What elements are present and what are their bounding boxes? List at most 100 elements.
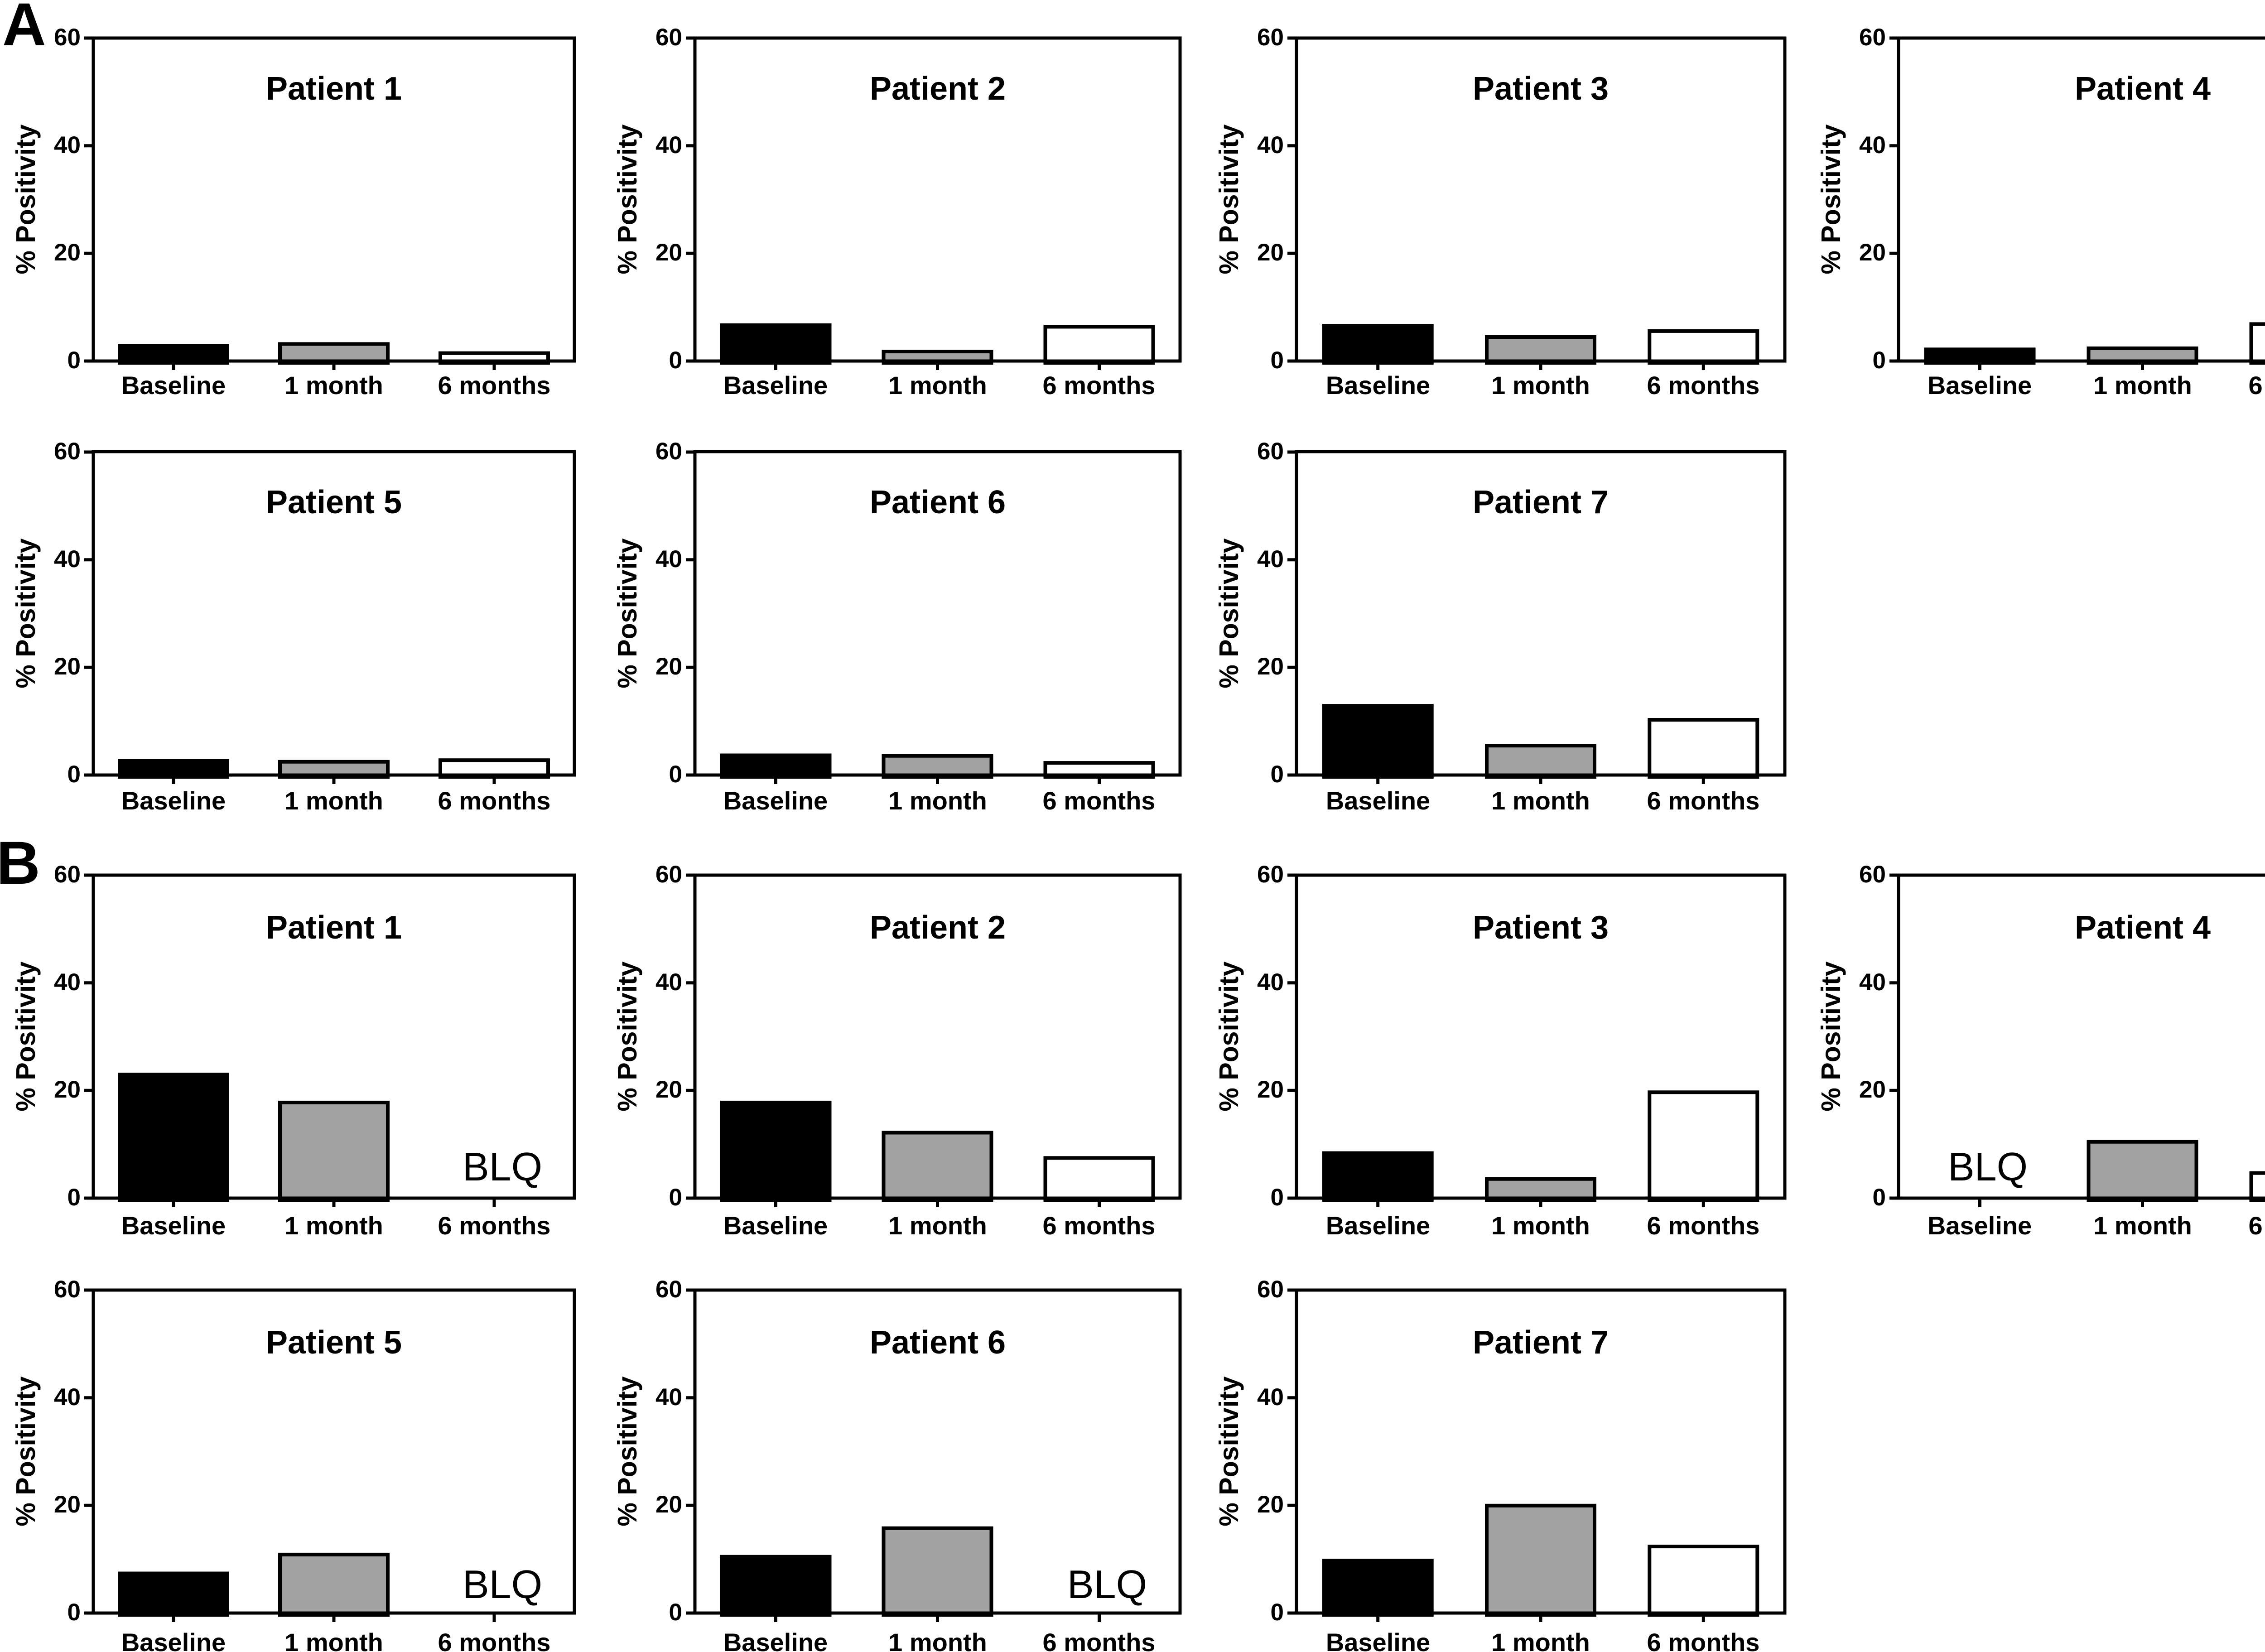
svg-text:20: 20 [54,239,81,266]
svg-text:% Positivity: % Positivity [612,124,642,274]
svg-text:% Positivity: % Positivity [1214,1376,1244,1526]
svg-text:Patient 1: Patient 1 [266,71,402,107]
svg-text:Baseline: Baseline [1928,1211,2032,1240]
svg-text:A: A [2,0,46,58]
svg-text:Patient 2: Patient 2 [870,910,1006,946]
svg-text:20: 20 [1257,653,1284,680]
svg-text:40: 40 [54,546,81,573]
svg-text:60: 60 [1257,1276,1284,1303]
svg-text:Patient 3: Patient 3 [1473,910,1609,946]
svg-text:60: 60 [655,861,682,888]
svg-text:Patient 1: Patient 1 [266,910,402,946]
svg-text:1 month: 1 month [888,371,987,400]
svg-text:0: 0 [1271,1599,1284,1626]
svg-text:40: 40 [1257,132,1284,159]
svg-text:60: 60 [54,861,81,888]
svg-text:1 month: 1 month [284,786,383,815]
svg-text:60: 60 [655,1276,682,1303]
svg-text:Baseline: Baseline [121,1628,226,1652]
svg-text:0: 0 [1271,347,1284,374]
svg-text:0: 0 [669,1599,682,1626]
svg-text:0: 0 [669,1184,682,1211]
svg-text:0: 0 [67,347,81,374]
svg-text:6 months: 6 months [2249,1211,2265,1240]
svg-text:Patient 4: Patient 4 [2075,71,2211,107]
svg-text:% Positivity: % Positivity [612,961,642,1111]
svg-text:40: 40 [1257,1384,1284,1411]
svg-text:% Positivity: % Positivity [1214,538,1244,688]
svg-text:20: 20 [1859,239,1886,266]
svg-text:0: 0 [669,347,682,374]
svg-text:20: 20 [1859,1076,1886,1103]
svg-text:6 months: 6 months [1647,1628,1760,1652]
svg-text:40: 40 [1859,969,1886,996]
svg-text:% Positivity: % Positivity [11,124,41,274]
svg-text:% Positivity: % Positivity [11,538,41,688]
svg-text:Patient 3: Patient 3 [1473,71,1609,107]
svg-text:Baseline: Baseline [723,371,828,400]
svg-text:Patient 2: Patient 2 [870,71,1006,107]
svg-text:60: 60 [1859,861,1886,888]
svg-text:Patient 5: Patient 5 [266,1324,402,1361]
svg-text:1 month: 1 month [1491,786,1590,815]
svg-text:Patient 4: Patient 4 [2075,910,2211,946]
svg-text:20: 20 [655,653,682,680]
svg-text:1 month: 1 month [888,786,987,815]
svg-text:40: 40 [1257,546,1284,573]
svg-text:20: 20 [54,653,81,680]
svg-text:0: 0 [1271,761,1284,788]
svg-text:Baseline: Baseline [723,786,828,815]
svg-text:60: 60 [655,24,682,51]
svg-text:20: 20 [54,1491,81,1518]
svg-text:6 months: 6 months [1647,1211,1760,1240]
svg-text:6 months: 6 months [1043,1211,1156,1240]
svg-text:60: 60 [1257,24,1284,51]
svg-text:6 months: 6 months [438,786,551,815]
svg-text:20: 20 [1257,239,1284,266]
svg-text:% Positivity: % Positivity [612,1376,642,1526]
svg-text:0: 0 [1873,1184,1886,1211]
svg-text:6 months: 6 months [438,1628,551,1652]
svg-text:40: 40 [655,132,682,159]
svg-text:Baseline: Baseline [121,786,226,815]
svg-text:6 months: 6 months [438,1211,551,1240]
svg-text:60: 60 [655,438,682,465]
svg-text:0: 0 [67,761,81,788]
svg-text:% Positivity: % Positivity [1214,961,1244,1111]
svg-text:Patient 7: Patient 7 [1473,484,1609,520]
svg-text:6 months: 6 months [1647,786,1760,815]
svg-text:BLQ: BLQ [1067,1562,1147,1607]
svg-text:0: 0 [669,761,682,788]
svg-text:Patient 7: Patient 7 [1473,1324,1609,1361]
svg-text:20: 20 [1257,1491,1284,1518]
svg-text:0: 0 [1271,1184,1284,1211]
svg-text:Baseline: Baseline [1326,1211,1430,1240]
svg-text:1 month: 1 month [284,1628,383,1652]
svg-text:B: B [0,829,40,897]
svg-text:40: 40 [54,132,81,159]
svg-text:40: 40 [54,1384,81,1411]
svg-text:Baseline: Baseline [723,1628,828,1652]
svg-text:20: 20 [655,1491,682,1518]
svg-text:6 months: 6 months [1043,786,1156,815]
svg-text:60: 60 [1859,24,1886,51]
svg-text:40: 40 [54,969,81,996]
svg-text:Patient 5: Patient 5 [266,484,402,520]
svg-text:% Positivity: % Positivity [1214,124,1244,274]
svg-text:1 month: 1 month [888,1211,987,1240]
svg-text:40: 40 [1859,132,1886,159]
svg-text:% Positivity: % Positivity [11,961,41,1111]
svg-text:% Positivity: % Positivity [612,538,642,688]
svg-text:60: 60 [54,1276,81,1303]
svg-text:40: 40 [655,1384,682,1411]
svg-text:6 months: 6 months [2249,371,2265,400]
svg-text:1 month: 1 month [1491,1211,1590,1240]
svg-text:0: 0 [1873,347,1886,374]
svg-text:Patient 6: Patient 6 [870,484,1006,520]
svg-text:% Positivity: % Positivity [11,1376,41,1526]
svg-text:1 month: 1 month [1491,371,1590,400]
svg-text:1 month: 1 month [888,1628,987,1652]
svg-text:1 month: 1 month [284,1211,383,1240]
svg-text:1 month: 1 month [2093,371,2192,400]
svg-text:60: 60 [54,24,81,51]
